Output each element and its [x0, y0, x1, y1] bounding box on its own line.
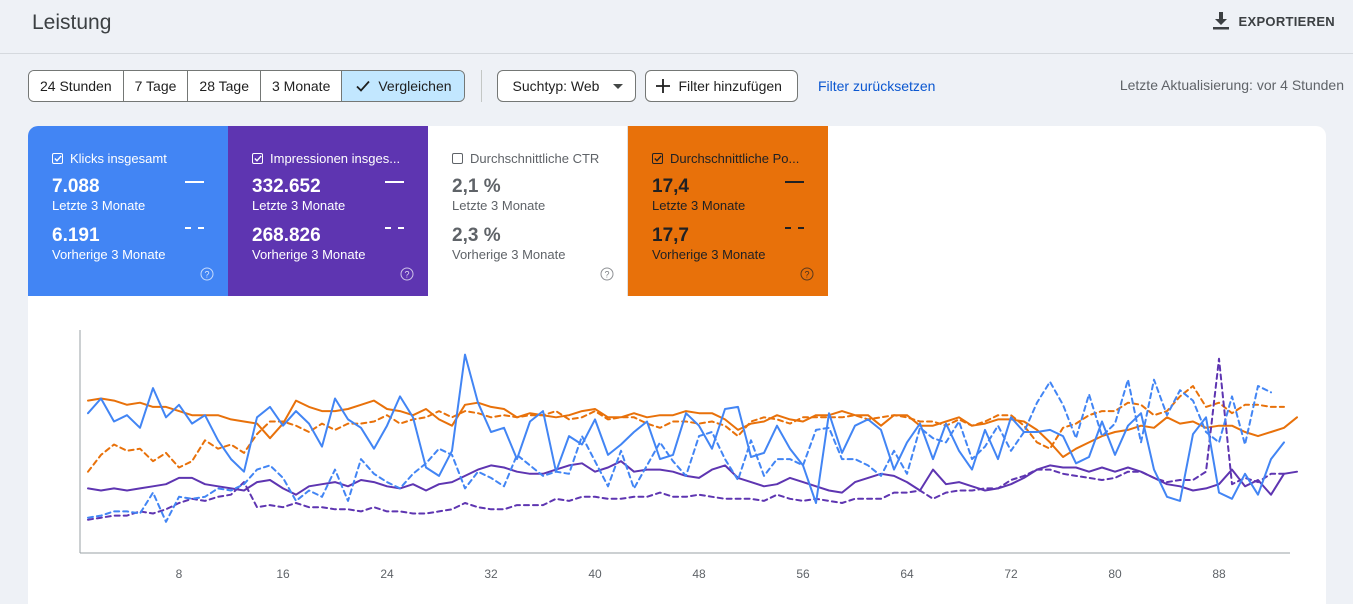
- series-line-impr-current: [87, 460, 1298, 496]
- metric-card-ctr[interactable]: Durchschnittliche CTR 2,1 % Letzte 3 Mon…: [428, 126, 628, 296]
- card-current-label: Letzte 3 Monate: [52, 198, 146, 213]
- svg-text:?: ?: [404, 270, 409, 280]
- card-previous-value: 268.826: [252, 225, 321, 246]
- page-title: Leistung: [32, 11, 112, 34]
- solid-line-legend-icon: [785, 181, 804, 183]
- performance-panel: Klicks insgesamt 7.088 Letzte 3 Monate 6…: [28, 126, 1326, 604]
- check-icon: [356, 80, 371, 92]
- card-current-label: Letzte 3 Monate: [252, 198, 346, 213]
- x-tick-label: 40: [588, 567, 602, 581]
- export-button[interactable]: EXPORTIEREN: [1212, 12, 1335, 30]
- card-current-label: Letzte 3 Monate: [652, 198, 746, 213]
- x-tick-label: 72: [1004, 567, 1018, 581]
- add-filter-button[interactable]: Filter hinzufügen: [645, 70, 798, 102]
- plus-icon: [656, 79, 671, 93]
- solid-line-legend-icon: [185, 181, 204, 183]
- card-current-value: 7.088: [52, 176, 100, 197]
- svg-text:?: ?: [204, 270, 209, 280]
- last-update-text: Letzte Aktualisierung: vor 4 Stunden: [1119, 77, 1344, 93]
- help-icon[interactable]: ?: [600, 267, 614, 281]
- export-label: EXPORTIEREN: [1238, 13, 1335, 29]
- metric-card-position[interactable]: Durchschnittliche Po... 17,4 Letzte 3 Mo…: [628, 126, 828, 296]
- x-tick-label: 24: [380, 567, 394, 581]
- card-label: Impressionen insges...: [270, 151, 401, 166]
- card-previous-value: 6.191: [52, 225, 100, 246]
- series-line-klicks-current: [87, 353, 1285, 504]
- checkbox-unchecked-icon[interactable]: [452, 153, 463, 164]
- x-tick-label: 8: [176, 567, 183, 581]
- x-tick-label: 56: [796, 567, 810, 581]
- svg-text:?: ?: [604, 270, 609, 280]
- date-range-selector: 24 Stunden 7 Tage 28 Tage 3 Monate Vergl…: [28, 70, 465, 102]
- card-previous-label: Vorherige 3 Monate: [452, 247, 566, 262]
- help-icon[interactable]: ?: [800, 267, 814, 281]
- reset-filter-link[interactable]: Filter zurücksetzen: [817, 78, 936, 94]
- add-filter-label: Filter hinzufügen: [678, 78, 782, 94]
- card-label: Klicks insgesamt: [70, 151, 167, 166]
- range-3-months-button[interactable]: 3 Monate: [260, 71, 343, 101]
- series-line-klicks-previous: [87, 378, 1272, 523]
- card-previous-label: Vorherige 3 Monate: [52, 247, 166, 262]
- metric-card-clicks[interactable]: Klicks insgesamt 7.088 Letzte 3 Monate 6…: [28, 126, 228, 296]
- x-tick-label: 32: [484, 567, 498, 581]
- series-line-pos-previous: [87, 385, 1285, 473]
- metric-cards: Klicks insgesamt 7.088 Letzte 3 Monate 6…: [28, 126, 1326, 296]
- x-tick-label: 16: [276, 567, 290, 581]
- solid-line-legend-icon: [385, 181, 404, 183]
- card-current-value: 332.652: [252, 176, 321, 197]
- card-current-value: 17,4: [652, 176, 689, 197]
- dashed-line-legend-icon: [785, 227, 804, 229]
- compare-button[interactable]: Vergleichen: [342, 71, 464, 101]
- card-previous-label: Vorherige 3 Monate: [652, 247, 766, 262]
- card-previous-value: 17,7: [652, 225, 689, 246]
- metric-card-impressions[interactable]: Impressionen insges... 332.652 Letzte 3 …: [228, 126, 428, 296]
- x-tick-label: 64: [900, 567, 914, 581]
- caret-down-icon: [613, 83, 624, 89]
- toolbar-divider: [480, 70, 482, 102]
- help-icon[interactable]: ?: [200, 267, 214, 281]
- range-28-days-button[interactable]: 28 Tage: [188, 71, 261, 101]
- performance-line-chart[interactable]: 8 16 24 32 40 48 56 64 72 80 88: [28, 296, 1326, 604]
- x-tick-label: 80: [1108, 567, 1122, 581]
- search-type-dropdown[interactable]: Suchtyp: Web: [496, 70, 637, 102]
- download-icon: [1212, 12, 1229, 30]
- svg-text:?: ?: [804, 270, 809, 280]
- search-type-label: Suchtyp: Web: [512, 78, 600, 94]
- page-header: Leistung EXPORTIEREN: [0, 0, 1353, 54]
- card-previous-label: Vorherige 3 Monate: [252, 247, 366, 262]
- dashed-line-legend-icon: [185, 227, 204, 229]
- card-current-value: 2,1 %: [452, 176, 501, 197]
- card-label: Durchschnittliche CTR: [470, 151, 600, 166]
- compare-label: Vergleichen: [378, 78, 452, 94]
- series-line-impr-previous: [87, 357, 1285, 521]
- card-label: Durchschnittliche Po...: [670, 151, 800, 166]
- checkbox-checked-icon[interactable]: [52, 153, 63, 164]
- filter-toolbar: 24 Stunden 7 Tage 28 Tage 3 Monate Vergl…: [28, 70, 935, 102]
- range-24-hours-button[interactable]: 24 Stunden: [29, 71, 124, 101]
- x-tick-label: 88: [1212, 567, 1226, 581]
- card-current-label: Letzte 3 Monate: [452, 198, 546, 213]
- card-previous-value: 2,3 %: [452, 225, 501, 246]
- range-7-days-button[interactable]: 7 Tage: [123, 71, 189, 101]
- x-tick-label: 48: [692, 567, 706, 581]
- dashed-line-legend-icon: [385, 227, 404, 229]
- help-icon[interactable]: ?: [400, 267, 414, 281]
- checkbox-checked-icon[interactable]: [252, 153, 263, 164]
- checkbox-checked-icon[interactable]: [652, 153, 663, 164]
